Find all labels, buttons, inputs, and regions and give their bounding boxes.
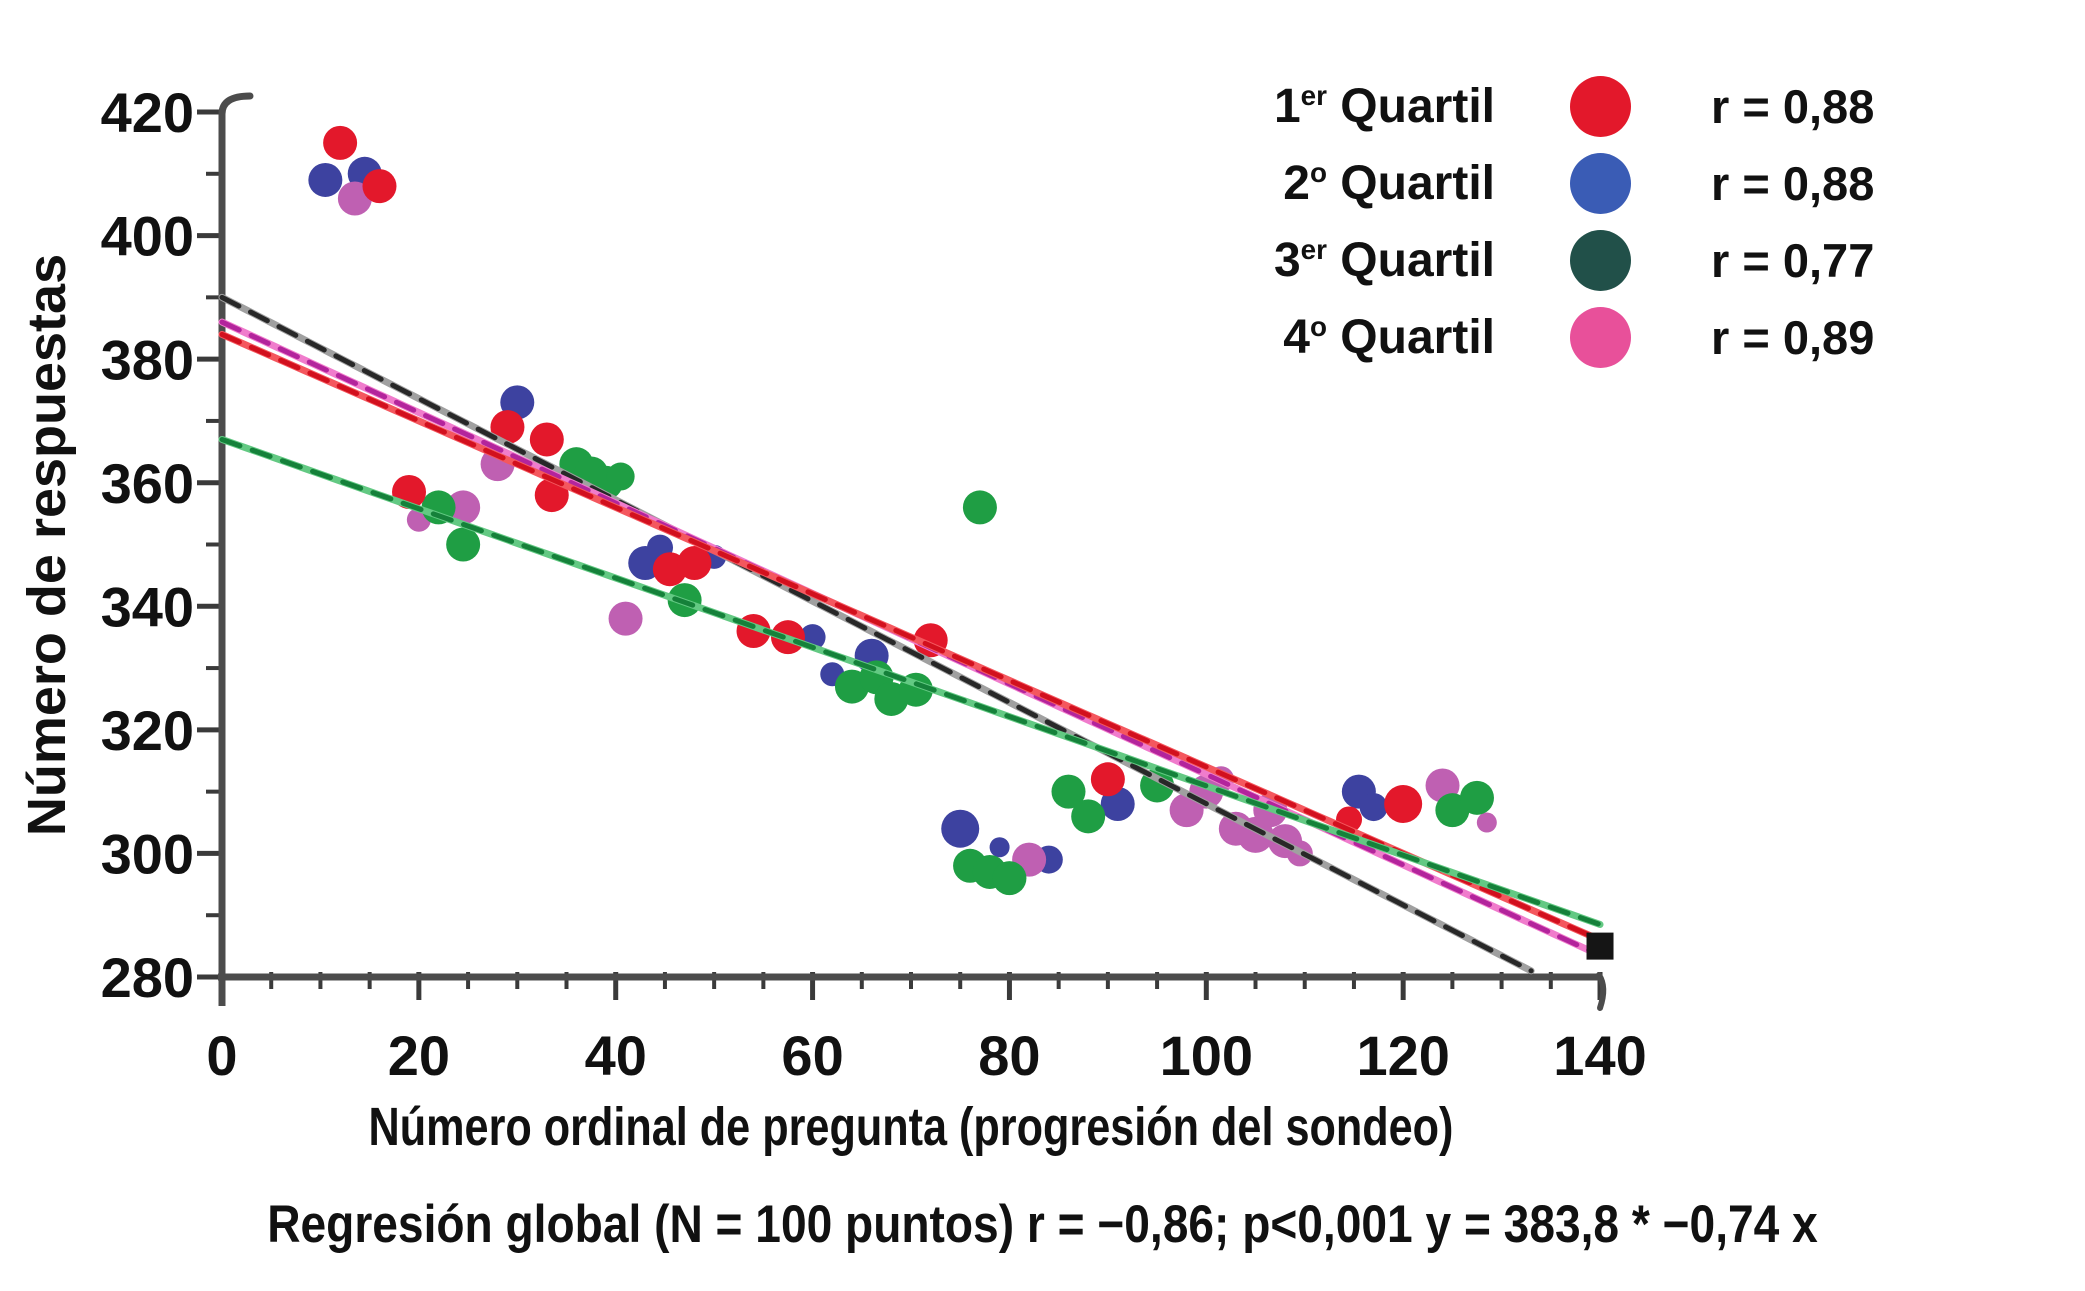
point-q2 xyxy=(1359,793,1388,822)
point-q4 xyxy=(1476,812,1497,833)
legend-label-q4: 4o Quartil xyxy=(1283,311,1495,364)
x-tick-label: 140 xyxy=(1553,1024,1646,1087)
x-tick-label: 0 xyxy=(206,1024,237,1087)
point-q1 xyxy=(529,422,564,457)
point-q4 xyxy=(446,490,481,525)
x-tick-label: 20 xyxy=(388,1024,450,1087)
legend-row-q1: 1er Quartil r = 0,88 xyxy=(1255,68,1874,145)
x-tick-label: 40 xyxy=(585,1024,647,1087)
point-q3 xyxy=(606,462,635,491)
point-q2 xyxy=(989,837,1010,858)
y-tick-label: 320 xyxy=(101,699,194,762)
x-tick-label: 100 xyxy=(1160,1024,1253,1087)
point-q3 xyxy=(446,527,481,562)
legend-row-q3: 3er Quartil r = 0,77 xyxy=(1255,222,1874,299)
legend: 1er Quartil r = 0,88 2o Quartil r = 0,88 3er… xyxy=(1255,68,1874,376)
legend-r-value-q3: r = 0,77 xyxy=(1711,234,1875,287)
legend-r-value-q2: r = 0,88 xyxy=(1711,157,1875,210)
legend-dot-cell-q2 xyxy=(1495,153,1705,214)
legend-dot-cell-q3 xyxy=(1495,230,1705,291)
x-axis-title: Número ordinal de pregunta (progresión d… xyxy=(368,1097,1454,1157)
point-q3 xyxy=(1071,799,1106,834)
regression-line-red xyxy=(219,331,1603,943)
legend-r-value-q1: r = 0,88 xyxy=(1711,80,1875,133)
y-tick-label: 300 xyxy=(101,823,194,886)
legend-row-q2: 2o Quartil r = 0,88 xyxy=(1255,145,1874,222)
y-tick-label: 340 xyxy=(101,575,194,638)
global-regression-caption: Regresión global (N = 100 puntos) r = −0… xyxy=(267,1195,1818,1254)
regression-line-magenta xyxy=(219,319,1603,958)
legend-dot-q3 xyxy=(1569,230,1631,291)
y-tick-label: 420 xyxy=(101,81,194,144)
legend-label-q2: 2o Quartil xyxy=(1283,157,1495,210)
legend-label-q1: 1er Quartil xyxy=(1273,80,1495,133)
point-q4 xyxy=(608,601,643,636)
point-q1 xyxy=(323,125,358,160)
legend-label-q3: 3er Quartil xyxy=(1273,234,1495,287)
y-tick-label: 380 xyxy=(101,328,194,391)
point-q1 xyxy=(490,410,525,445)
regression-line-black-dashed xyxy=(219,294,1534,974)
x-tick-label: 60 xyxy=(781,1024,843,1087)
point-q2 xyxy=(308,162,343,197)
x-tick-label: 120 xyxy=(1356,1024,1449,1087)
y-tick-label: 400 xyxy=(101,205,194,268)
y-tick-label: 360 xyxy=(101,452,194,515)
legend-dot-q2 xyxy=(1569,153,1631,214)
x-tick-label: 80 xyxy=(978,1024,1040,1087)
point-q3 xyxy=(992,861,1027,896)
point-q1 xyxy=(1090,762,1125,797)
legend-dot-cell-q4 xyxy=(1495,307,1705,368)
point-q1 xyxy=(1384,784,1423,823)
point-q1 xyxy=(362,169,397,204)
y-axis-title: Número de respuestas xyxy=(17,253,77,837)
x-axis-end-hook xyxy=(1596,972,1607,1011)
y-tick-label: 280 xyxy=(101,946,194,1009)
point-q1 xyxy=(677,546,712,581)
y-axis-top-hook xyxy=(218,92,254,136)
point-q3 xyxy=(1459,780,1494,815)
legend-dot-q4 xyxy=(1569,307,1631,368)
point-q3 xyxy=(1051,774,1086,809)
legend-dot-cell-q1 xyxy=(1495,76,1705,137)
legend-dot-q1 xyxy=(1569,76,1631,137)
endpoint-square-marker xyxy=(1586,932,1614,960)
legend-r-value-q4: r = 0,89 xyxy=(1711,311,1875,364)
point-q2 xyxy=(941,809,980,848)
regression-line-green-base xyxy=(218,435,1604,928)
legend-row-q4: 4o Quartil r = 0,89 xyxy=(1255,299,1874,376)
regression-line-green xyxy=(219,436,1603,927)
point-q3 xyxy=(962,490,997,525)
